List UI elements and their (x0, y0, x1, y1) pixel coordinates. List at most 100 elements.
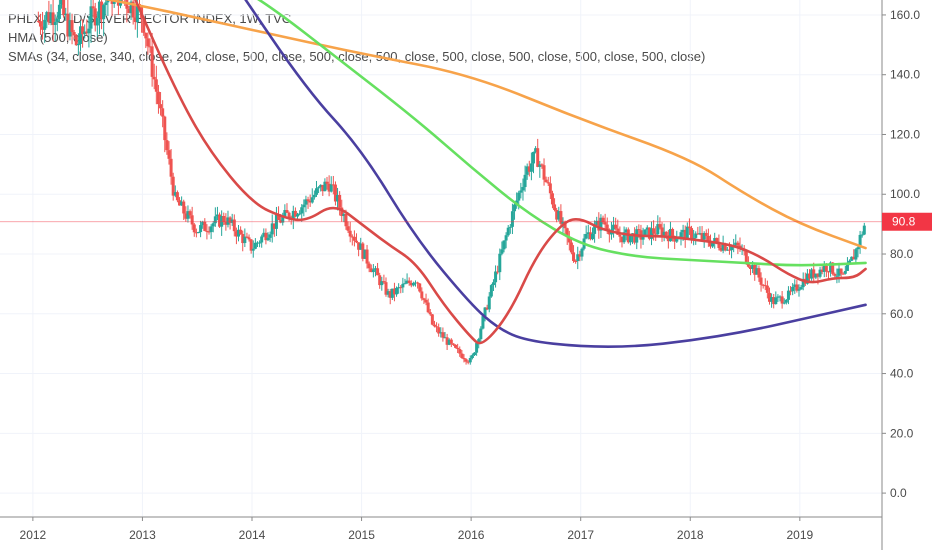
candle-down (437, 327, 441, 334)
candle-up (443, 337, 447, 339)
candle-up (649, 228, 653, 239)
candle-down (420, 291, 424, 299)
candle-down (239, 229, 243, 235)
candle-up (373, 268, 377, 270)
candle-down (428, 312, 432, 315)
candle-down (466, 361, 470, 363)
candle-up (49, 12, 53, 23)
candle-down (496, 271, 500, 273)
time-axis-label: 2012 (20, 528, 47, 542)
candle-up (64, 13, 68, 16)
candle-up (196, 232, 200, 234)
candle-down (308, 200, 312, 203)
candle-up (253, 242, 257, 249)
candle-down (418, 283, 422, 292)
candle-down (597, 220, 601, 231)
candle-down (287, 212, 291, 219)
price-axis-label: 120.0 (890, 127, 920, 141)
candle-up (411, 282, 415, 286)
candle-down (205, 230, 209, 232)
candle-up (643, 229, 647, 237)
candle-down (325, 181, 329, 184)
candle-up (95, 18, 99, 26)
candle-up (477, 339, 481, 344)
candle-up (342, 213, 346, 217)
candle-up (83, 31, 87, 35)
time-axis-label: 2017 (567, 528, 594, 542)
candle-down (392, 288, 396, 295)
candle-down (833, 273, 837, 276)
candle-up (858, 234, 862, 248)
candle-up (668, 228, 672, 242)
candle-up (215, 214, 219, 217)
candle-up (805, 273, 809, 284)
candle-up (641, 236, 645, 240)
time-axis-label: 2018 (677, 528, 704, 542)
candle-down (464, 359, 468, 362)
candle-down (588, 232, 592, 240)
candle-up (517, 192, 521, 201)
candle-down (687, 226, 691, 229)
candle-up (439, 332, 443, 334)
candle-down (232, 219, 236, 232)
candle-down (759, 277, 763, 285)
candle-down (100, 1, 104, 20)
candle-up (500, 249, 504, 254)
candle-down (633, 233, 637, 243)
candle-up (557, 211, 561, 220)
candle-down (719, 248, 723, 251)
candle-up (586, 232, 590, 235)
candle-down (578, 254, 582, 257)
candle-up (487, 296, 491, 310)
candle-up (529, 163, 533, 172)
candle-down (285, 210, 289, 213)
candle-down (462, 357, 466, 360)
candle-down (808, 273, 812, 279)
time-axis-label: 2015 (348, 528, 375, 542)
candle-down (673, 236, 677, 242)
candle-up (679, 232, 683, 239)
candle-up (774, 297, 778, 305)
candle-up (173, 192, 177, 196)
candle-down (717, 241, 721, 249)
candle-up (390, 288, 394, 298)
candle-up (57, 4, 61, 19)
candle-up (862, 225, 866, 235)
candle-up (266, 237, 270, 241)
candle-down (812, 269, 816, 278)
candle-down (85, 31, 89, 34)
candle-down (167, 150, 171, 159)
candle-down (441, 332, 445, 338)
candle-down (723, 244, 727, 251)
candle-down (708, 242, 712, 247)
candle-down (228, 217, 232, 223)
candle-up (531, 151, 535, 164)
candle-down (93, 8, 97, 26)
candle-down (540, 164, 544, 166)
candle-down (757, 268, 761, 278)
candle-up (302, 204, 306, 208)
candle-down (445, 337, 449, 345)
candle-up (359, 243, 363, 250)
candle-up (403, 283, 407, 285)
candle-up (489, 285, 493, 297)
candle-down (182, 201, 186, 214)
candle-up (845, 263, 849, 271)
candle-down (574, 261, 578, 263)
candle-up (473, 352, 477, 356)
candle-down (416, 282, 420, 284)
time-axis-label: 2019 (786, 528, 813, 542)
candle-down (277, 214, 281, 221)
candle-down (660, 227, 664, 237)
price-axis: 0.0 20.0 40.0 60.0 80.0 100.0 120.0 140.0 160.0 (882, 8, 920, 500)
candle-up (262, 232, 266, 237)
candle-down (553, 204, 557, 210)
candle-up (475, 343, 479, 353)
candle-up (645, 227, 649, 230)
candle-down (163, 116, 167, 141)
candle-up (508, 226, 512, 228)
candle-down (272, 223, 276, 229)
candle-down (62, 0, 66, 16)
candle-down (542, 165, 546, 180)
